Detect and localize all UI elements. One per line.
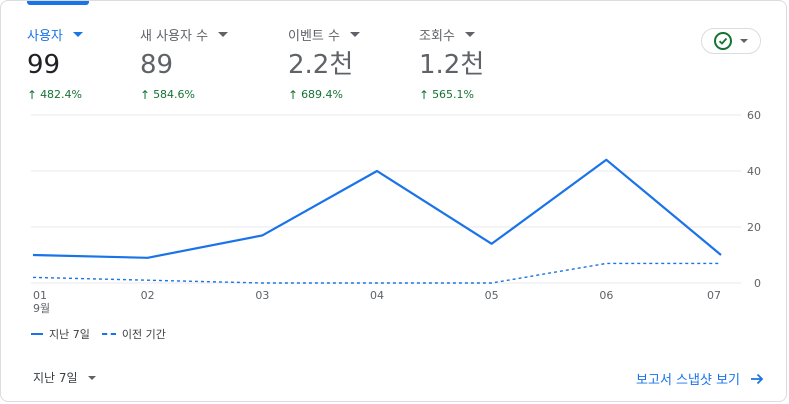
x-tick-label: 05 [485, 289, 499, 302]
metric-users-value: 99 [27, 50, 61, 80]
arrow-up-icon: ↑ [419, 87, 430, 102]
dropdown-caret-icon [349, 32, 360, 37]
dropdown-caret-icon [464, 32, 475, 37]
metric-events[interactable]: 이벤트 수 2.2천 ↑ 689.4% [288, 25, 360, 101]
x-tick-label: 03 [255, 289, 269, 302]
legend-current-label: 지난 7일 [49, 328, 90, 341]
date-range-selector[interactable]: 지난 7일 [33, 369, 96, 386]
metric-new-users-label: 새 사용자 수 [140, 29, 209, 44]
check-circle-icon [714, 32, 732, 50]
dropdown-caret-icon [218, 32, 229, 37]
arrow-right-icon [751, 373, 764, 384]
date-range-label: 지난 7일 [33, 371, 78, 385]
x-tick-sublabel: 9월 [33, 302, 50, 315]
legend-dashed-swatch [101, 333, 116, 335]
line-chart: 0 20 40 60 01 02 03 04 05 06 07 9월 [31, 109, 761, 315]
x-tick-label: 07 [707, 289, 721, 302]
x-tick-label: 04 [370, 289, 384, 302]
legend-previous-label: 이전 기간 [121, 328, 166, 341]
report-link-label: 보고서 스냅샷 보기 [636, 373, 740, 388]
legend-solid-swatch [31, 333, 43, 335]
arrow-up-icon: ↑ [288, 87, 299, 102]
chevron-down-icon [740, 39, 748, 43]
metric-new-users[interactable]: 새 사용자 수 89 ↑ 584.6% [140, 25, 229, 102]
metric-users[interactable]: 사용자 99 ↑ 482.4% [27, 25, 83, 101]
active-metric-indicator [27, 1, 89, 5]
legend-item-current: 지난 7일 [31, 326, 90, 342]
metric-new-users-delta: 584.6% [153, 88, 196, 101]
metric-views-label: 조회수 [419, 29, 455, 44]
metric-events-value: 2.2천 [288, 50, 354, 80]
metric-events-label: 이벤트 수 [288, 29, 340, 44]
arrow-up-icon: ↑ [27, 87, 38, 102]
previous-period-line [32, 262, 721, 284]
y-tick-label: 40 [747, 165, 761, 178]
y-tick-label: 0 [754, 277, 761, 290]
metric-events-delta: 689.4% [301, 88, 344, 101]
insights-status-button[interactable] [701, 28, 761, 54]
view-report-snapshot-link[interactable]: 보고서 스냅샷 보기 [636, 369, 764, 388]
y-tick-label: 20 [747, 221, 761, 234]
metric-views-delta: 565.1% [432, 88, 475, 101]
legend-item-previous: 이전 기간 [101, 326, 166, 342]
metric-users-delta: 482.4% [40, 88, 83, 101]
arrow-up-icon: ↑ [140, 87, 151, 102]
metric-views[interactable]: 조회수 1.2천 ↑ 565.1% [419, 25, 484, 101]
chevron-down-icon [87, 375, 96, 380]
dropdown-caret-icon [72, 32, 83, 37]
metric-users-label: 사용자 [27, 29, 63, 44]
x-tick-label: 01 [33, 289, 47, 302]
metric-views-value: 1.2천 [419, 50, 485, 80]
x-tick-label: 06 [599, 289, 613, 302]
x-tick-label: 02 [141, 289, 155, 302]
current-period-line [32, 158, 722, 259]
chart-legend: 지난 7일 이전 기간 [31, 326, 166, 342]
y-tick-label: 60 [747, 109, 761, 122]
metric-new-users-value: 89 [140, 50, 174, 80]
